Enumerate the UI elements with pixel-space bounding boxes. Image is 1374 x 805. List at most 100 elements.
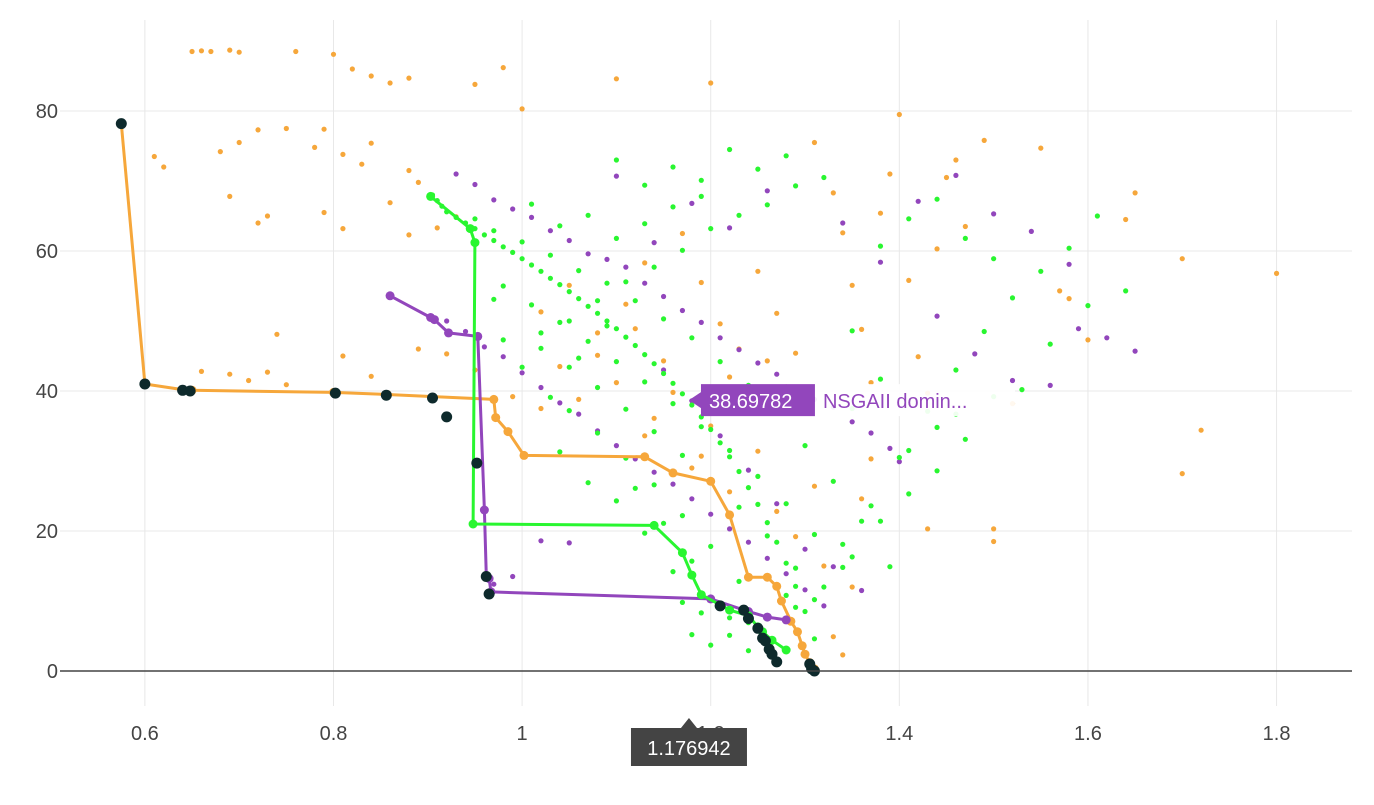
- green-dominated-point: [651, 482, 657, 488]
- green-dominated-point: [660, 370, 667, 377]
- purple-dominated-point: [585, 251, 591, 257]
- orange-dominated-point: [830, 190, 836, 196]
- green-dominated-point: [585, 303, 591, 309]
- orange-dominated-point: [613, 380, 620, 386]
- true-front-point: [139, 378, 151, 390]
- orange-front-point: [797, 641, 807, 651]
- x-tick-label: 1: [517, 723, 528, 745]
- orange-dominated-point: [198, 48, 205, 54]
- green-dominated-point: [792, 583, 799, 589]
- green-dominated-point: [792, 183, 799, 189]
- green-dominated-point: [1047, 341, 1053, 347]
- x-tick-label: 1.6: [1074, 723, 1102, 745]
- purple-dominated-point: [802, 546, 808, 552]
- green-dominated-point: [500, 283, 506, 289]
- green-dominated-point: [821, 174, 827, 181]
- green-dominated-point: [755, 501, 761, 507]
- purple-dominated-point: [557, 400, 563, 406]
- green-dominated-point: [726, 632, 733, 638]
- orange-dominated-point: [349, 66, 355, 72]
- green-dominated-point: [660, 520, 667, 526]
- true-front-point: [738, 604, 750, 616]
- orange-dominated-point: [698, 453, 704, 459]
- green-dominated-point: [623, 406, 629, 412]
- orange-dominated-point: [877, 210, 884, 216]
- orange-dominated-point: [1057, 288, 1063, 294]
- green-dominated-point: [670, 380, 676, 386]
- green-dominated-point: [585, 338, 591, 344]
- orange-dominated-point: [406, 167, 412, 174]
- hover-series-name-bg: [814, 384, 1015, 417]
- green-dominated-point: [1009, 295, 1016, 301]
- orange-dominated-point: [415, 179, 421, 185]
- orange-dominated-point: [151, 153, 157, 160]
- green-dominated-point: [642, 379, 648, 385]
- orange-dominated-point: [198, 368, 205, 374]
- purple-dominated-point: [510, 573, 516, 580]
- true-front-point: [771, 656, 783, 668]
- orange-dominated-point: [340, 151, 346, 157]
- green-dominated-point: [632, 485, 638, 491]
- purple-dominated-point: [934, 313, 940, 319]
- green-dominated-point: [679, 452, 686, 458]
- green-dominated-point: [736, 468, 742, 475]
- purple-dominated-point: [736, 347, 742, 353]
- green-dominated-point: [528, 201, 535, 207]
- green-dominated-point: [538, 330, 544, 336]
- purple-dominated-point: [462, 328, 469, 335]
- orange-dominated-point: [538, 405, 544, 412]
- green-dominated-point: [557, 282, 563, 288]
- green-front-point: [687, 570, 697, 580]
- green-dominated-point: [594, 384, 601, 391]
- purple-dominated-point: [1066, 261, 1072, 267]
- green-dominated-point: [726, 447, 733, 454]
- orange-dominated-point: [227, 47, 233, 53]
- green-dominated-point: [613, 359, 620, 365]
- purple-dominated-point: [783, 571, 789, 577]
- green-dominated-point: [632, 298, 638, 304]
- orange-front-point: [503, 427, 513, 437]
- hover-y-tooltip-box: [688, 384, 815, 417]
- orange-dominated-point: [1132, 190, 1138, 196]
- orange-dominated-point: [255, 127, 261, 133]
- green-dominated-point: [877, 376, 884, 382]
- green-dominated-point: [764, 520, 770, 526]
- green-front-line: [429, 195, 788, 652]
- orange-dominated-point: [566, 282, 572, 288]
- green-dominated-point: [698, 610, 704, 616]
- x-tick-label: 0.6: [131, 723, 159, 745]
- orange-dominated-point: [698, 279, 704, 286]
- orange-front-point: [668, 468, 678, 478]
- green-dominated-point: [764, 202, 770, 208]
- orange-dominated-point: [915, 354, 921, 360]
- green-dominated-point: [792, 565, 799, 571]
- orange-dominated-point: [679, 230, 686, 237]
- green-dominated-point: [868, 503, 874, 509]
- x-tick-label: 0.8: [320, 723, 348, 745]
- orange-dominated-point: [1273, 270, 1280, 276]
- green-dominated-point: [519, 239, 525, 245]
- orange-dominated-point: [387, 200, 393, 206]
- orange-dominated-point: [227, 371, 233, 377]
- purple-dominated-point: [764, 555, 770, 561]
- orange-dominated-point: [434, 225, 440, 231]
- purple-dominated-point: [915, 198, 921, 204]
- orange-dominated-point: [755, 268, 761, 274]
- orange-dominated-point: [811, 483, 818, 489]
- orange-dominated-point: [1198, 427, 1204, 433]
- green-dominated-point: [491, 228, 497, 234]
- purple-dominated-point: [660, 293, 667, 300]
- green-dominated-point: [736, 504, 742, 510]
- orange-front-point: [743, 572, 753, 582]
- orange-dominated-point: [991, 526, 997, 532]
- green-dominated-point: [632, 342, 638, 349]
- orange-dominated-point: [387, 80, 393, 86]
- purple-dominated-point: [698, 319, 704, 325]
- purple-dominated-point: [849, 419, 855, 425]
- purple-dominated-point: [651, 240, 657, 246]
- green-dominated-point: [566, 289, 572, 295]
- green-dominated-point: [802, 608, 808, 615]
